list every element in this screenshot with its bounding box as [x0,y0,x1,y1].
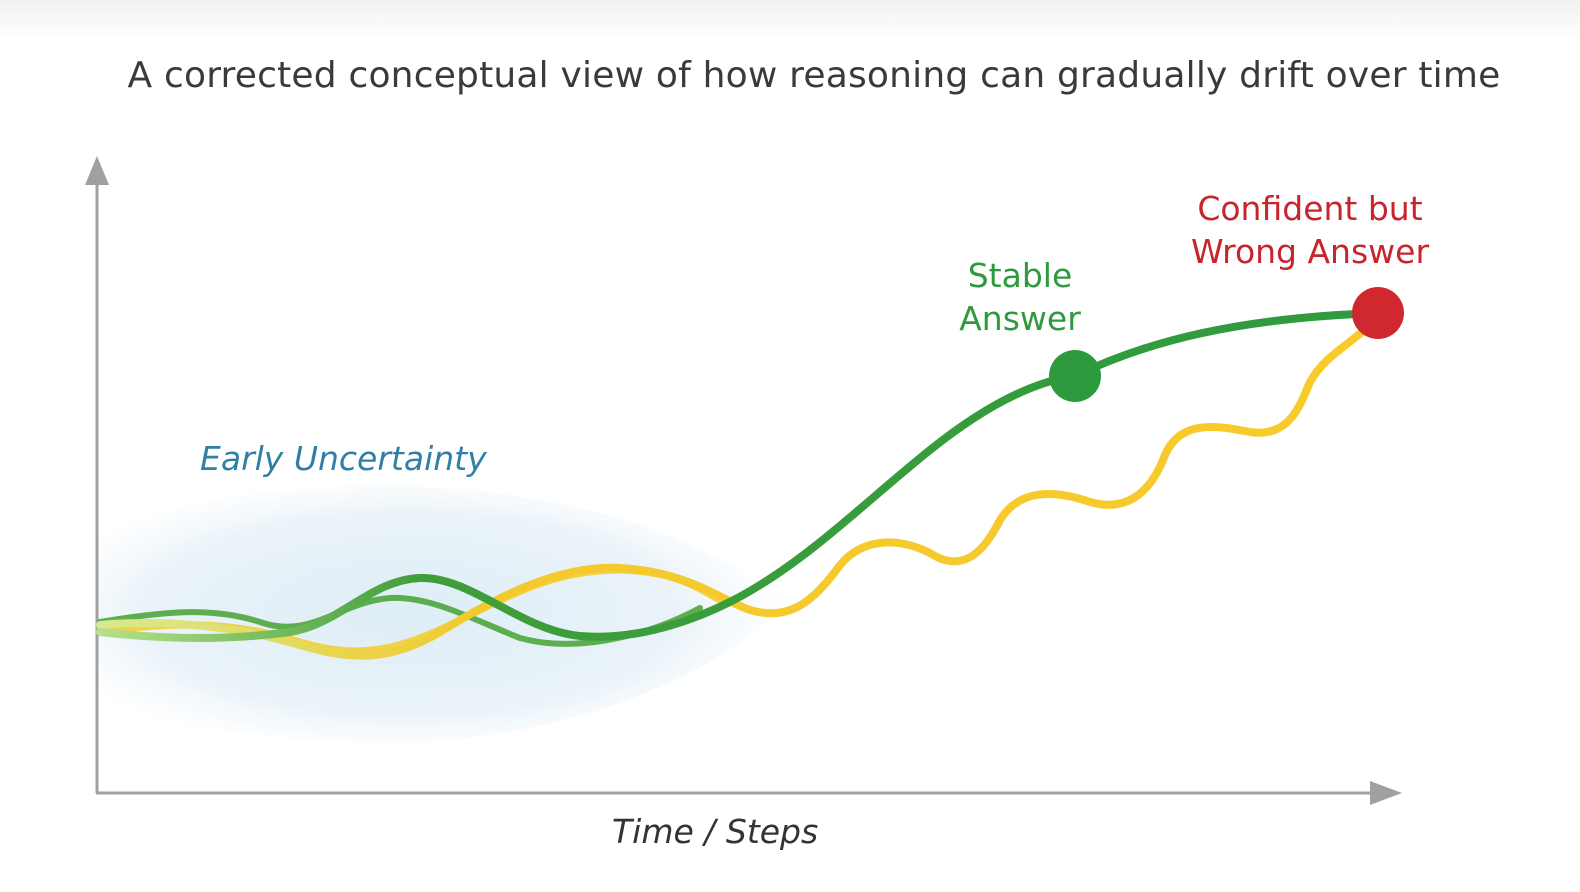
drift-path [96,314,1382,660]
stable-answer-label-line2: Answer [959,299,1081,338]
early-green-strand [97,594,703,647]
wrong-answer-label: Confident but Wrong Answer [1160,187,1460,273]
early-uncertainty-label: Early Uncertainty [200,439,487,478]
y-axis-arrow-icon [85,156,109,185]
stable-answer-marker [1049,350,1101,402]
stable-answer-label-line1: Stable [967,256,1073,295]
x-axis-arrow-icon [1370,781,1402,805]
wrong-answer-label-line1: Confident but [1197,189,1423,228]
uncertainty-cloud [96,485,790,743]
wrong-answer-label-line2: Wrong Answer [1190,232,1430,271]
stable-answer-label: Stable Answer [930,254,1110,340]
x-axis-label: Time / Steps [612,812,819,851]
top-shadow [0,0,1580,40]
wrong-answer-marker [1352,287,1404,339]
diagram-title: A corrected conceptual view of how reaso… [127,55,1501,96]
